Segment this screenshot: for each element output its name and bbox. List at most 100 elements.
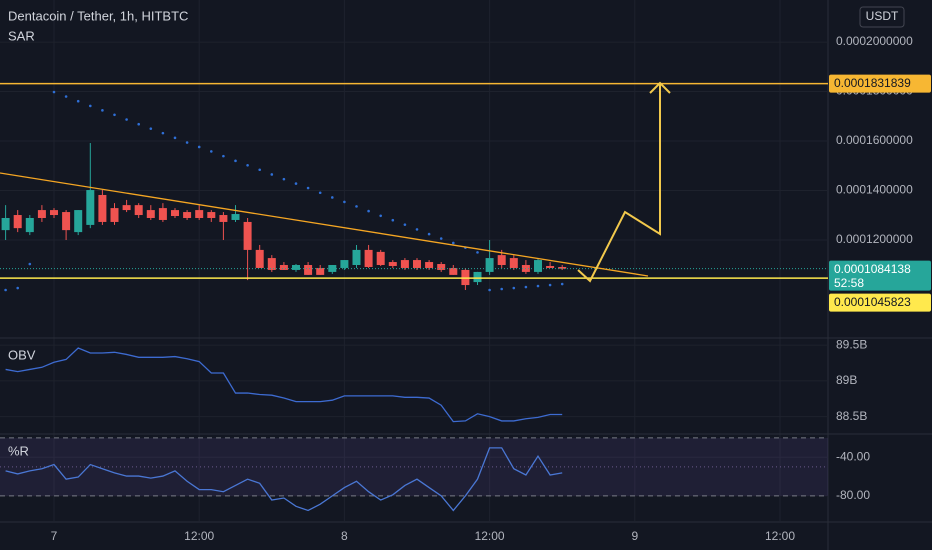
- sar-dot: [294, 182, 298, 185]
- time-label: 12:00: [184, 529, 214, 543]
- projection-path: [577, 83, 661, 283]
- sar-dot: [52, 90, 56, 94]
- sar-dot: [149, 127, 153, 130]
- sar-dot: [234, 159, 237, 163]
- sar-dot: [306, 186, 310, 190]
- sar-dot: [391, 218, 395, 222]
- legend-entry: %R: [8, 443, 29, 458]
- sar-dot: [512, 286, 516, 290]
- band-fill: [0, 437, 828, 496]
- sar-dot: [500, 287, 504, 291]
- candle-body: [558, 266, 567, 269]
- time-label: 9: [631, 529, 638, 543]
- indicator-line: [5, 347, 563, 423]
- current-price-box: [829, 260, 931, 291]
- candle-body: [25, 217, 34, 233]
- candle-body: [388, 262, 397, 266]
- time-label: 12:00: [765, 529, 795, 543]
- candle-body: [122, 205, 131, 211]
- sar-dot: [246, 163, 249, 167]
- sar-dot: [197, 145, 201, 149]
- sar-dot: [210, 150, 213, 153]
- candle-body: [74, 210, 83, 233]
- candle-body: [340, 260, 349, 268]
- sar-dot: [355, 205, 358, 208]
- sar-dot: [560, 282, 564, 286]
- sar-dot: [415, 228, 419, 231]
- candle-body: [413, 260, 421, 268]
- candle-body: [534, 260, 542, 272]
- sar-dot: [452, 241, 455, 245]
- candle-body: [219, 215, 228, 222]
- candle-body: [37, 210, 46, 218]
- y-tick-label: 0.0001200000: [836, 232, 913, 246]
- time-label: 12:00: [475, 529, 505, 543]
- candle-body: [437, 264, 446, 270]
- chart-title: Dentacoin / Tether, 1h, HITBTC: [8, 8, 188, 23]
- y-tick-label: 0.0002000000: [836, 34, 913, 48]
- y-tick-label: 0.0001400000: [836, 183, 913, 197]
- sar-dot: [185, 141, 189, 144]
- sar-dot: [331, 196, 334, 199]
- current-price-label: 0.0001084138: [834, 262, 911, 276]
- candle-body: [231, 214, 240, 220]
- candle-body: [473, 271, 482, 283]
- sar-dot: [524, 285, 528, 289]
- candle-body: [86, 190, 95, 225]
- candle-body: [207, 212, 216, 218]
- y-tick-label: -40.00: [836, 449, 870, 463]
- candle-body: [485, 258, 494, 272]
- level-label-box: [829, 74, 931, 93]
- sar-dot: [536, 284, 540, 288]
- candle-body: [13, 215, 22, 229]
- countdown-label: 52:58: [834, 276, 864, 290]
- sar-dot: [28, 262, 32, 266]
- sar-dot: [367, 209, 370, 213]
- sar-dot: [270, 173, 274, 176]
- sar-dot: [4, 288, 7, 292]
- sar-dot: [548, 283, 552, 287]
- candle-body: [183, 212, 192, 218]
- legend-entry: OBV: [8, 347, 36, 362]
- candle-body: [110, 208, 119, 222]
- currency-button[interactable]: [859, 6, 905, 28]
- sar-dot: [125, 118, 128, 121]
- sar-dot: [113, 113, 116, 117]
- candle-body: [497, 255, 506, 266]
- candle-body: [134, 205, 143, 216]
- candle-body: [146, 210, 155, 218]
- sar-dot: [89, 104, 92, 108]
- sar-dot: [222, 154, 225, 158]
- level-label: 0.0001831839: [834, 76, 911, 90]
- candle-body: [1, 217, 10, 231]
- sar-dot: [16, 286, 20, 290]
- sar-dot: [173, 136, 177, 140]
- candle-body: [243, 221, 252, 250]
- sar-dot: [439, 237, 443, 240]
- sar-dot: [101, 109, 104, 112]
- sar-dot: [282, 177, 286, 181]
- sar-dot: [161, 131, 165, 135]
- legend-entry: SAR: [8, 28, 35, 43]
- candle-body: [304, 265, 313, 275]
- candle-body: [62, 212, 71, 231]
- candle-body: [255, 249, 264, 268]
- sar-dot: [258, 168, 262, 172]
- y-tick-label: -80.00: [836, 488, 870, 502]
- currency-label[interactable]: USDT: [866, 9, 899, 23]
- projection-arrowhead: [649, 81, 671, 94]
- level-label: 0.0001045823: [834, 295, 911, 309]
- candle-body: [279, 265, 288, 270]
- level-label-box: [829, 293, 931, 312]
- candle-body: [425, 262, 434, 268]
- y-tick-label: 89.5B: [836, 337, 867, 351]
- sar-dot: [137, 122, 140, 126]
- y-tick-label: 0.0001600000: [836, 133, 913, 147]
- candle-body: [50, 210, 58, 216]
- indicator-line: [5, 447, 563, 512]
- candle-body: [352, 249, 361, 266]
- sar-dot: [403, 223, 407, 226]
- sar-dot: [488, 288, 491, 292]
- time-label: 7: [51, 529, 58, 543]
